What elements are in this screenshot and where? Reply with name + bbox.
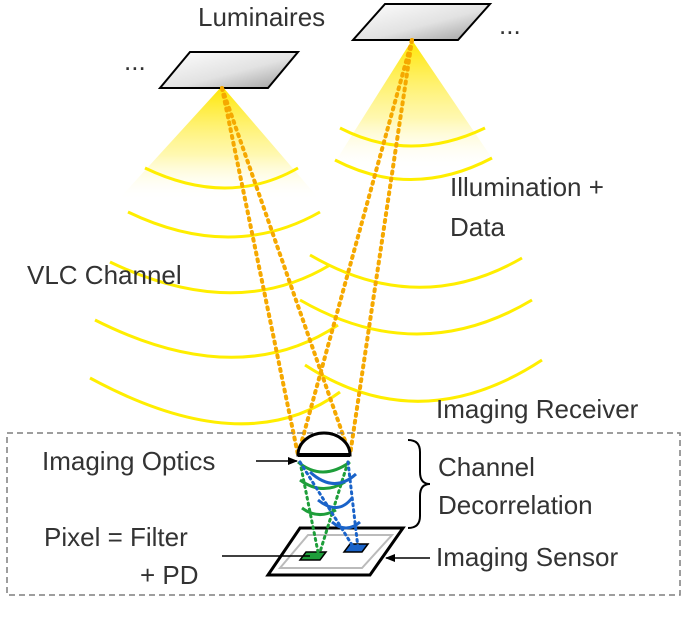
- pixel-label-line2: + PD: [140, 560, 199, 590]
- light-cone-left: [118, 86, 320, 200]
- wavefronts-right: [299, 126, 543, 403]
- imaging-receiver-label: Imaging Receiver: [436, 394, 639, 424]
- luminaires-label: Luminaires: [198, 2, 325, 32]
- ellipsis-left: ...: [124, 46, 146, 76]
- channel-decorrelation-label-line2: Decorrelation: [438, 490, 593, 520]
- imaging-optics-label: Imaging Optics: [42, 446, 215, 476]
- pixel-blue: [342, 543, 370, 553]
- imaging-sensor: [265, 526, 406, 577]
- illumination-label-line1: Illumination +: [450, 172, 604, 202]
- luminaire-left: [157, 51, 301, 89]
- imaging-lens: [296, 431, 352, 457]
- channel-decorrelation-bracket: [407, 439, 431, 529]
- pixel-label-line1: Pixel = Filter: [44, 522, 188, 552]
- channel-decorrelation-label-line1: Channel: [438, 452, 535, 482]
- light-cone-right: [330, 40, 500, 170]
- vlc-channel-label: VLC Channel: [27, 260, 182, 290]
- imaging-receiver-frame: [6, 432, 681, 596]
- imaging-sensor-label: Imaging Sensor: [436, 542, 618, 572]
- illumination-label-line2: Data: [450, 212, 505, 242]
- wavefronts-left: [89, 166, 341, 426]
- ellipsis-right: ...: [499, 10, 521, 40]
- light-rays: [220, 38, 414, 457]
- blue-channel-path: [298, 460, 361, 550]
- luminaire-right: [350, 3, 493, 41]
